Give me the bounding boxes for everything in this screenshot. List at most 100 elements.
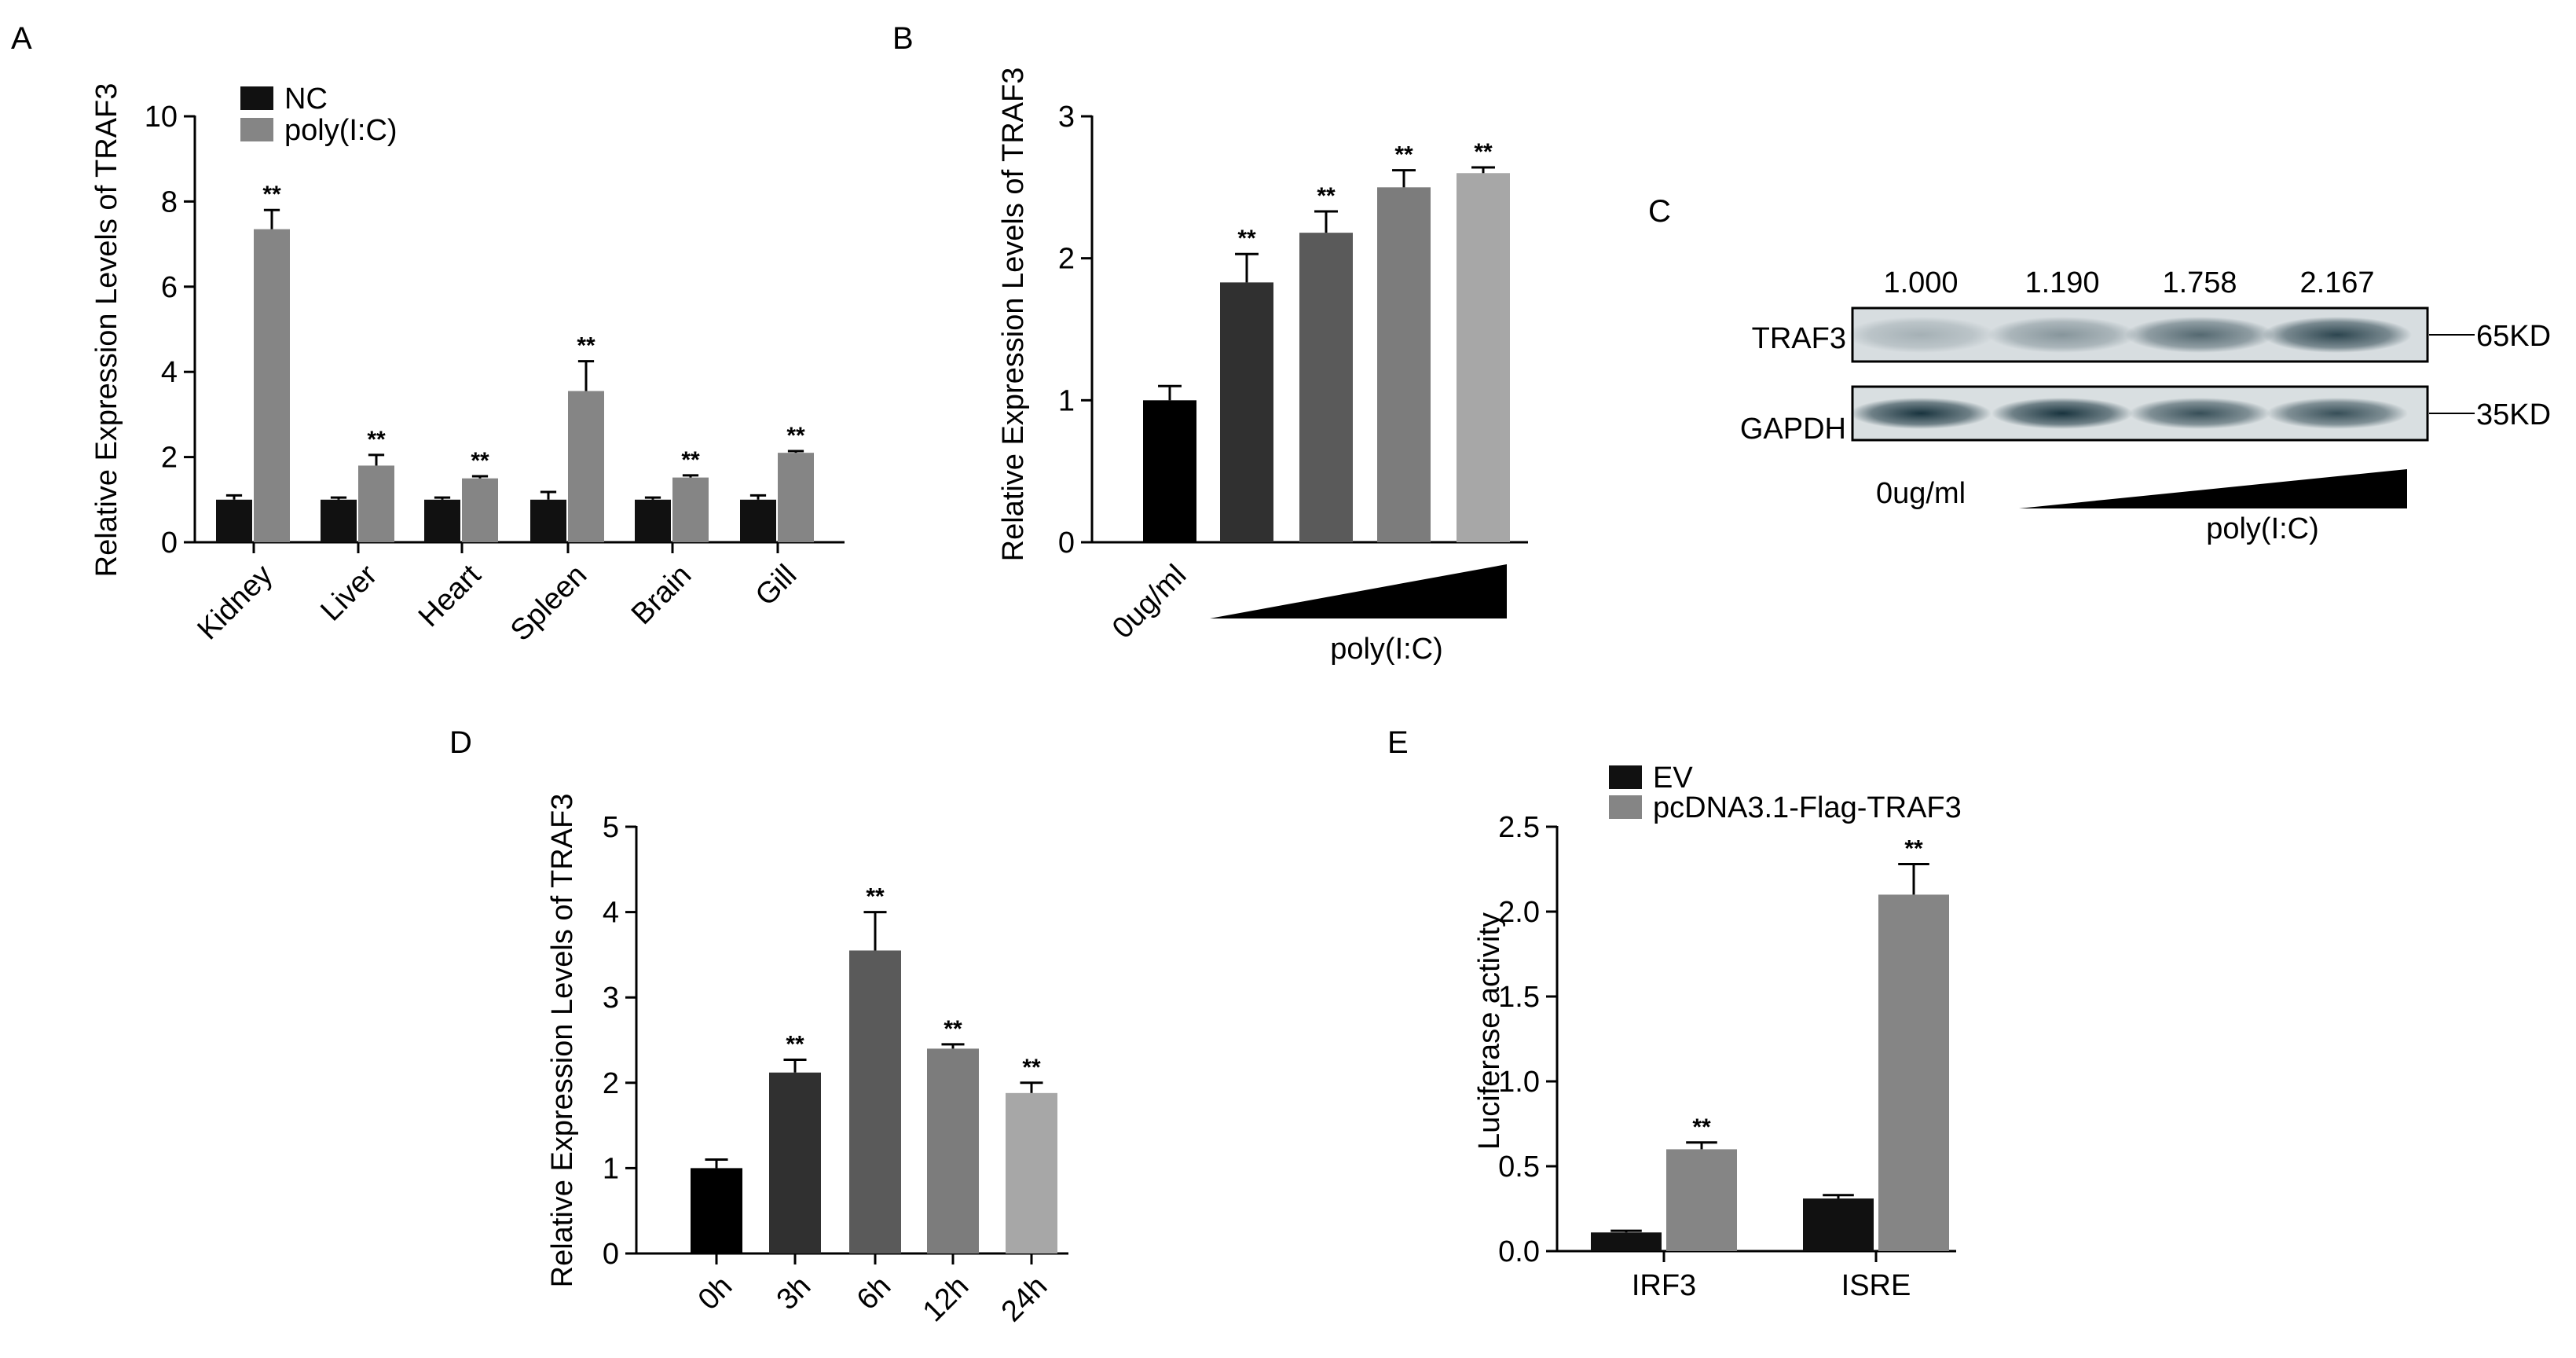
panel-d-significance: ** xyxy=(786,1031,804,1057)
panel-a-ylabel: Relative Expression Levels of TRAF3 xyxy=(90,83,123,578)
panel-e-y-tick-label: 2.5 xyxy=(1498,811,1540,844)
panel-e-axes: 0.0 0.5 1.0 1.5 2.0 2.5 xyxy=(1498,811,1956,1268)
panel-d-y-tick-label: 5 xyxy=(603,811,619,844)
panel-b-bar xyxy=(1299,233,1353,542)
panel-a-bar xyxy=(635,499,671,542)
panel-b-letter: B xyxy=(892,21,914,56)
panel-e-letter: E xyxy=(1387,725,1409,760)
legend-label-poly: poly(I:C) xyxy=(284,114,398,147)
panel-a-significance: ** xyxy=(786,423,805,449)
panel-e-bars: ** IRF3 ** ISRE xyxy=(1591,836,1949,1302)
panel-a-significance: ** xyxy=(681,447,700,473)
panel-a-y-tick-label: 6 xyxy=(161,271,178,304)
legend-swatch-nc xyxy=(240,86,273,110)
panel-c-letter: C xyxy=(1648,194,1671,229)
panel-a-axes: 0 2 4 6 8 10 xyxy=(145,101,845,560)
panel-e-x-tick-label: ISRE xyxy=(1841,1269,1911,1302)
panel-d-y-tick-label: 4 xyxy=(603,897,619,930)
legend-swatch-poly xyxy=(240,118,273,141)
blot-bands xyxy=(1846,317,2412,429)
panel-d-x-tick-label: 12h xyxy=(917,1270,976,1329)
panel-a-bar xyxy=(530,499,566,542)
panel-a-x-tick-label: Brain xyxy=(625,559,698,631)
panel-a-x-tick-label: Spleen xyxy=(504,559,593,648)
panel-e-significance: ** xyxy=(1692,1114,1711,1140)
panel-e-x-tick-label: IRF3 xyxy=(1632,1269,1696,1302)
panel-b-y-tick-label: 3 xyxy=(1058,101,1075,134)
panel-d-letter: D xyxy=(449,725,472,760)
legend-label-nc: NC xyxy=(284,83,328,116)
panel-d-x-tick-label: 0h xyxy=(692,1270,739,1317)
panel-e-y-tick-label: 1.5 xyxy=(1498,981,1540,1014)
panel-d-x-tick-label: 3h xyxy=(771,1270,818,1317)
panel-e-y-tick-label: 2.0 xyxy=(1498,896,1540,929)
panel-a-significance: ** xyxy=(262,182,281,207)
blot-size-35: 35KD xyxy=(2476,398,2551,431)
legend-swatch-traf3 xyxy=(1609,795,1642,819)
panel-d-bars: 0h ** 3h ** 6h ** 12h ** 24h xyxy=(691,884,1057,1329)
panel-e-legend: EV pcDNA3.1-Flag-TRAF3 xyxy=(1609,762,1962,824)
panel-a-bar xyxy=(672,477,709,542)
panel-d-significance: ** xyxy=(1022,1055,1041,1081)
legend-label-traf3: pcDNA3.1-Flag-TRAF3 xyxy=(1653,791,1962,824)
panel-d-bar xyxy=(769,1072,821,1253)
panel-a-significance: ** xyxy=(471,448,489,474)
panel-b-bar xyxy=(1457,173,1510,542)
panel-b-dose-gradient xyxy=(1210,564,1507,618)
panel-e-bar xyxy=(1666,1149,1737,1251)
panel-d-y-tick-label: 1 xyxy=(603,1152,619,1185)
blot-band xyxy=(1992,398,2133,429)
legend-swatch-ev xyxy=(1609,765,1642,789)
panel-d-y-tick-label: 2 xyxy=(603,1067,619,1100)
panel-b-ylabel: Relative Expression Levels of TRAF3 xyxy=(997,68,1030,562)
panel-b-significance: ** xyxy=(1474,139,1493,165)
panel-a-bar xyxy=(216,499,252,542)
blot-quant-4: 2.167 xyxy=(2299,266,2374,299)
panel-a-bar xyxy=(321,499,357,542)
panel-a-bar xyxy=(568,391,604,542)
blot-quant-3: 1.758 xyxy=(2162,266,2237,299)
panel-d-x-tick-label: 24h xyxy=(995,1270,1054,1329)
panel-a-bars: ** Kidney ** Liver ** Heart ** Spleen ** Brain ** G… xyxy=(191,182,814,648)
panel-a-x-tick-label: Heart xyxy=(412,558,488,633)
panel-d: D Relative Expression Levels of TRAF3 0 1… xyxy=(449,725,1068,1328)
panel-a-x-tick-label: Gill xyxy=(749,559,804,613)
panel-e-y-tick-label: 0.5 xyxy=(1498,1151,1540,1184)
panel-d-ylabel: Relative Expression Levels of TRAF3 xyxy=(546,794,579,1288)
panel-d-bar xyxy=(927,1048,979,1253)
blot-row-label-gapdh: GAPDH xyxy=(1740,413,1846,446)
panel-b-significance: ** xyxy=(1317,183,1336,209)
panel-a-y-tick-label: 4 xyxy=(161,356,178,389)
panel-e-bar xyxy=(1878,894,1949,1251)
blot-quant-1: 1.000 xyxy=(1883,266,1958,299)
panel-b-bar xyxy=(1143,400,1196,542)
blot-band xyxy=(1988,317,2137,353)
blot-size-65: 65KD xyxy=(2476,320,2551,353)
panel-d-axes: 0 1 2 3 4 5 xyxy=(603,811,1068,1271)
panel-e-ylabel: Luciferase activity xyxy=(1473,912,1506,1150)
panel-e-y-tick-label: 1.0 xyxy=(1498,1066,1540,1099)
blot-band xyxy=(1846,317,1995,353)
panel-a: A Relative Expression Levels of TRAF3 0 2… xyxy=(11,21,845,648)
panel-a-bar xyxy=(462,478,498,542)
panel-c: C 1.000 1.190 1.758 2.167 TRAF3 GAPDH 65… xyxy=(1648,194,2551,545)
panel-a-bar xyxy=(778,453,814,542)
panel-e-significance: ** xyxy=(1904,836,1923,862)
panel-b: B Relative Expression Levels of TRAF3 0 1… xyxy=(892,21,1528,666)
panel-b-gradient-label: poly(I:C) xyxy=(1330,633,1443,666)
blot-row-label-traf3: TRAF3 xyxy=(1752,322,1846,355)
blot-band xyxy=(2129,398,2270,429)
panel-e-bar xyxy=(1803,1198,1874,1251)
panel-b-bar xyxy=(1377,187,1431,543)
panel-a-y-tick-label: 10 xyxy=(145,101,178,134)
panel-a-letter: A xyxy=(11,21,32,56)
panel-e-bar xyxy=(1591,1232,1662,1251)
blot-band xyxy=(2263,317,2412,353)
panel-b-significance: ** xyxy=(1394,142,1413,168)
panel-b-y-tick-label: 2 xyxy=(1058,243,1075,276)
panel-d-x-tick-label: 6h xyxy=(851,1270,898,1317)
panel-d-y-tick-label: 0 xyxy=(603,1238,619,1271)
panel-d-bar xyxy=(1006,1092,1057,1253)
panel-a-x-tick-label: Liver xyxy=(314,558,383,627)
